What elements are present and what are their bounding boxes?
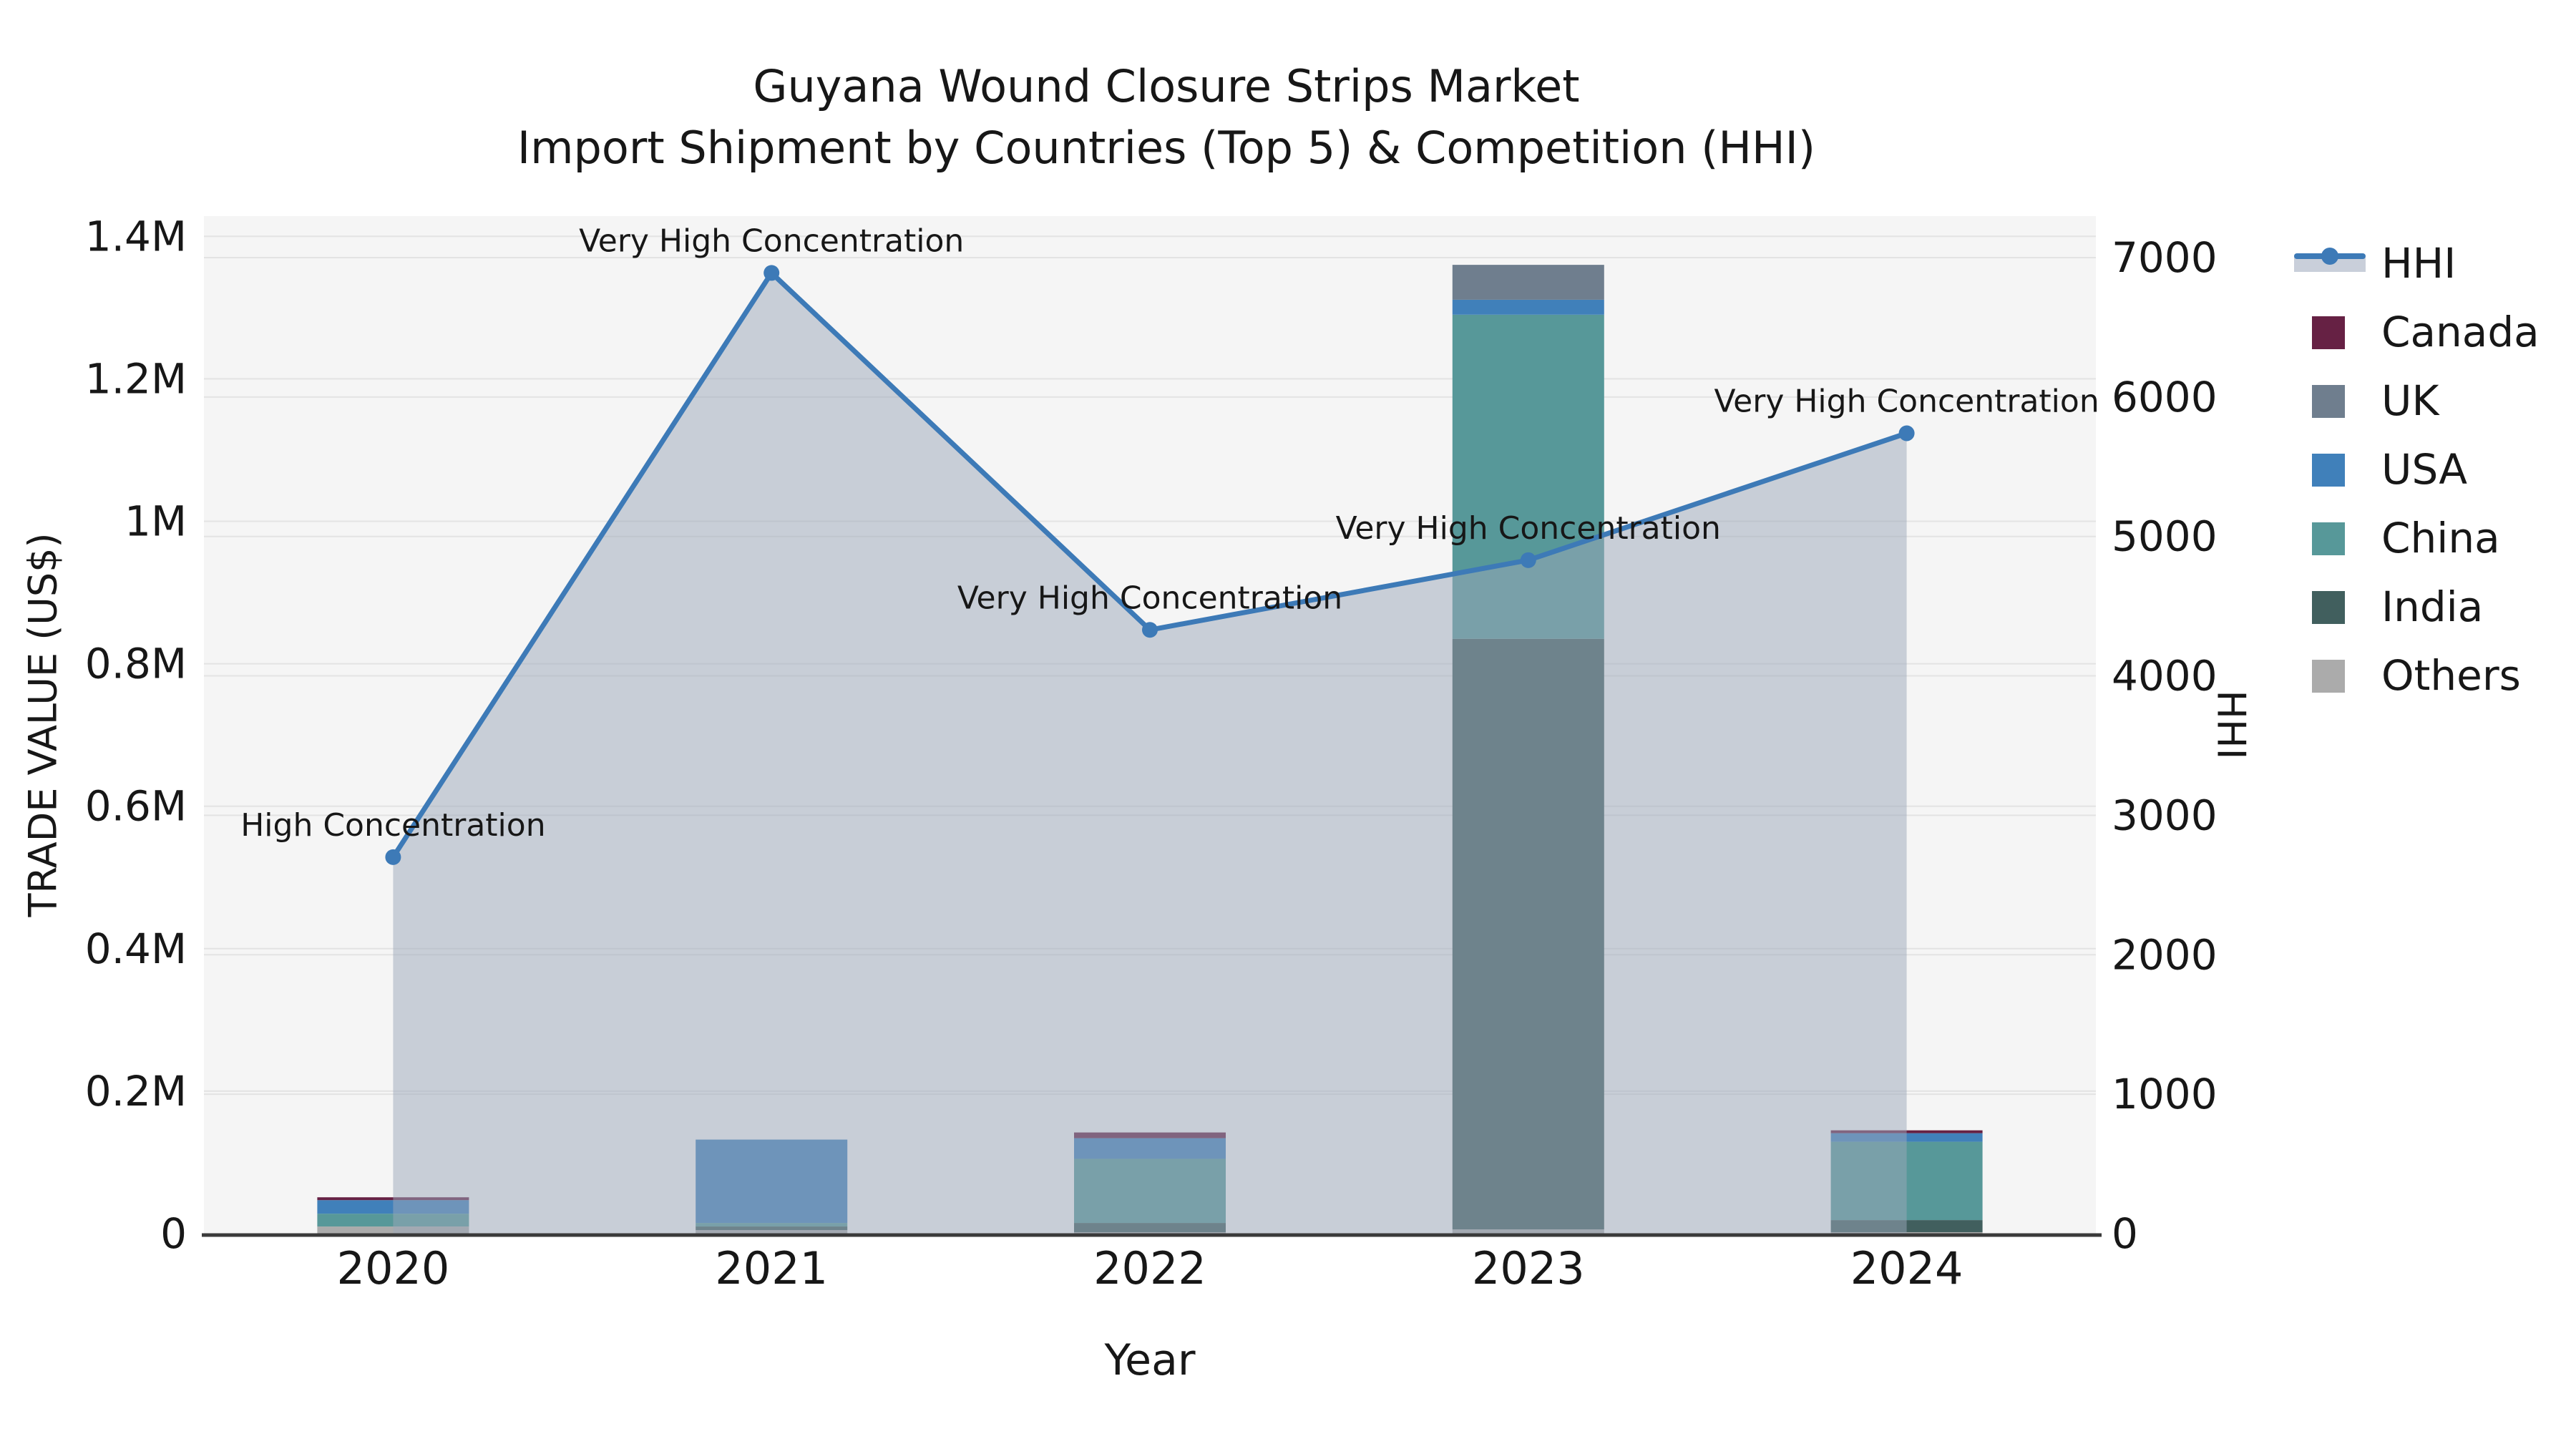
right-axis-title: HHI <box>2208 690 2254 760</box>
left-axis-title: TRADE VALUE (US$) <box>20 532 66 917</box>
legend-label: India <box>2381 582 2484 631</box>
x-tick-2020: 2020 <box>337 1242 450 1294</box>
left-tick-1M: 1M <box>125 497 187 546</box>
chart-title-line1: Guyana Wound Closure Strips Market <box>753 60 1580 112</box>
color-swatch-icon <box>2294 451 2366 488</box>
legend-swatch <box>2312 660 2345 693</box>
legend: HHI Canada UK USA China India Others <box>2294 229 2540 710</box>
legend-swatch <box>2312 591 2345 624</box>
color-swatch-icon <box>2294 382 2366 419</box>
hhi-dot <box>2321 248 2338 265</box>
legend-label: HHI <box>2381 239 2457 288</box>
color-swatch-icon <box>2294 313 2366 351</box>
hhi-area <box>393 273 1907 1234</box>
legend-item-china: China <box>2294 504 2540 572</box>
right-tick-4000: 4000 <box>2112 652 2218 701</box>
chart-title: Guyana Wound Closure Strips Market Impor… <box>0 56 2333 178</box>
chart-title-line2: Import Shipment by Countries (Top 5) & C… <box>517 121 1816 174</box>
hhi-marker-2021 <box>763 265 780 281</box>
legend-item-india: India <box>2294 572 2540 641</box>
legend-label: Others <box>2381 651 2521 700</box>
hhi-marker-2024 <box>1898 425 1915 441</box>
hhi-marker-2023 <box>1520 552 1536 568</box>
annotation-2023: Very High Concentration <box>1336 510 1721 547</box>
right-tick-7000: 7000 <box>2112 233 2218 282</box>
bar-segment-uk-2023 <box>1452 265 1604 300</box>
right-tick-6000: 6000 <box>2112 373 2218 421</box>
hhi-marker-2020 <box>385 849 401 865</box>
color-swatch-icon <box>2294 657 2366 694</box>
color-swatch-icon <box>2294 588 2366 625</box>
legend-label: UK <box>2381 376 2439 425</box>
legend-label: China <box>2381 514 2500 562</box>
hhi-line-icon <box>2294 245 2366 282</box>
right-tick-1000: 1000 <box>2112 1070 2218 1118</box>
legend-item-uk: UK <box>2294 366 2540 435</box>
left-tick-0.2M: 0.2M <box>85 1067 187 1116</box>
left-tick-1.4M: 1.4M <box>85 212 187 260</box>
annotation-2024: Very High Concentration <box>1714 384 2099 420</box>
x-tick-2023: 2023 <box>1472 1242 1585 1294</box>
left-tick-1.2M: 1.2M <box>85 354 187 403</box>
right-tick-0: 0 <box>2112 1209 2138 1258</box>
legend-swatch <box>2312 385 2345 418</box>
legend-item-usa: USA <box>2294 435 2540 504</box>
x-tick-2021: 2021 <box>715 1242 828 1294</box>
annotation-2020: High Concentration <box>240 807 545 844</box>
legend-item-canada: Canada <box>2294 298 2540 366</box>
left-tick-0: 0 <box>160 1209 187 1258</box>
legend-swatch <box>2312 316 2345 349</box>
hhi-marker-2022 <box>1142 622 1158 638</box>
left-tick-0.4M: 0.4M <box>85 924 187 973</box>
legend-label: Canada <box>2381 308 2540 356</box>
x-axis-title: Year <box>1104 1335 1196 1385</box>
right-tick-3000: 3000 <box>2112 791 2218 839</box>
right-tick-2000: 2000 <box>2112 930 2218 979</box>
bar-segment-usa-2023 <box>1452 299 1604 315</box>
left-tick-0.6M: 0.6M <box>85 782 187 831</box>
x-tick-2022: 2022 <box>1093 1242 1206 1294</box>
left-tick-0.8M: 0.8M <box>85 640 187 688</box>
legend-label: USA <box>2381 445 2468 494</box>
right-tick-5000: 5000 <box>2112 512 2218 561</box>
legend-item-hhi: HHI <box>2294 229 2540 298</box>
x-tick-2024: 2024 <box>1850 1242 1963 1294</box>
legend-swatch <box>2312 454 2345 487</box>
legend-swatch <box>2312 522 2345 555</box>
annotation-2022: Very High Concentration <box>957 580 1342 616</box>
color-swatch-icon <box>2294 519 2366 557</box>
legend-item-others: Others <box>2294 641 2540 710</box>
annotation-2021: Very High Concentration <box>579 223 964 259</box>
